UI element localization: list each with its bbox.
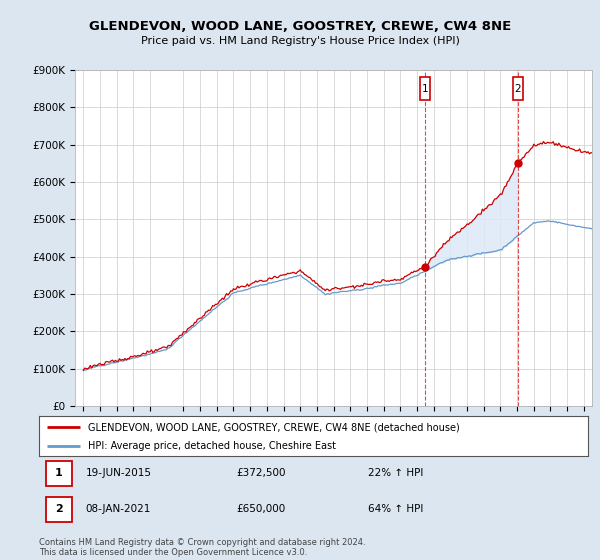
Text: £372,500: £372,500 — [236, 468, 286, 478]
Text: 08-JAN-2021: 08-JAN-2021 — [86, 505, 151, 515]
FancyBboxPatch shape — [46, 497, 72, 522]
Text: Contains HM Land Registry data © Crown copyright and database right 2024.
This d: Contains HM Land Registry data © Crown c… — [39, 538, 365, 557]
Text: 64% ↑ HPI: 64% ↑ HPI — [368, 505, 424, 515]
FancyBboxPatch shape — [420, 77, 430, 100]
Text: £650,000: £650,000 — [236, 505, 286, 515]
Text: 1: 1 — [422, 83, 428, 94]
Text: 2: 2 — [55, 505, 62, 515]
Text: 1: 1 — [55, 468, 62, 478]
Text: GLENDEVON, WOOD LANE, GOOSTREY, CREWE, CW4 8NE (detached house): GLENDEVON, WOOD LANE, GOOSTREY, CREWE, C… — [88, 422, 460, 432]
FancyBboxPatch shape — [512, 77, 523, 100]
Text: 22% ↑ HPI: 22% ↑ HPI — [368, 468, 424, 478]
Text: 2: 2 — [514, 83, 521, 94]
Text: HPI: Average price, detached house, Cheshire East: HPI: Average price, detached house, Ches… — [88, 441, 337, 451]
Text: Price paid vs. HM Land Registry's House Price Index (HPI): Price paid vs. HM Land Registry's House … — [140, 36, 460, 46]
FancyBboxPatch shape — [46, 461, 72, 486]
Text: GLENDEVON, WOOD LANE, GOOSTREY, CREWE, CW4 8NE: GLENDEVON, WOOD LANE, GOOSTREY, CREWE, C… — [89, 20, 511, 32]
Text: 19-JUN-2015: 19-JUN-2015 — [86, 468, 152, 478]
